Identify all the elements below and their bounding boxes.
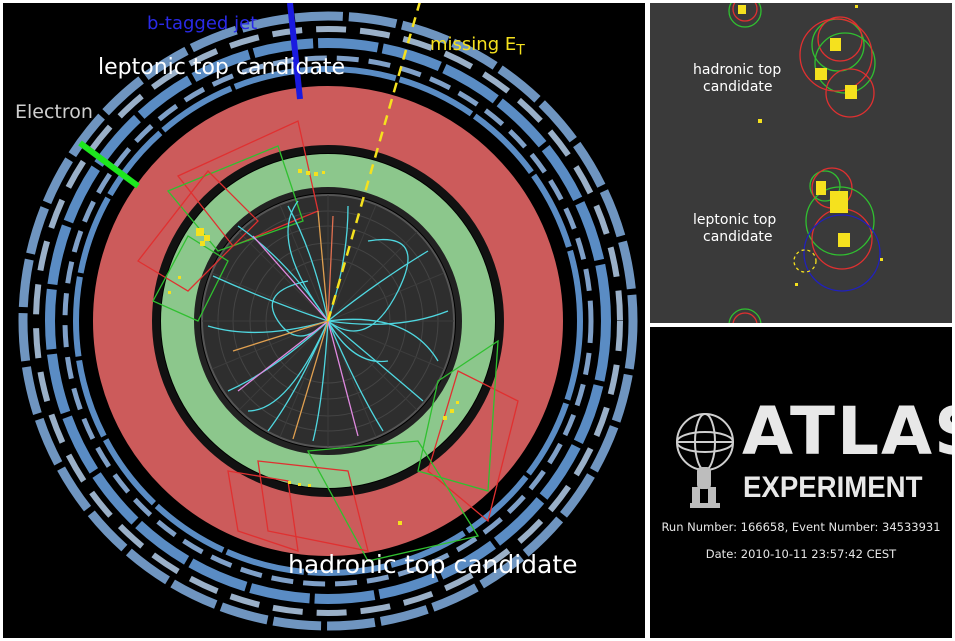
- atlas-title: ATLAS: [742, 393, 952, 470]
- hadronic-top-label: hadronic top candidate: [288, 550, 578, 579]
- detector-cross-section: [18, 3, 638, 631]
- missing-et-line: [326, 3, 421, 322]
- zoom-view: hadronic top candidate leptonic top cand…: [650, 3, 952, 323]
- zoom-hadronic-label-1: hadronic top: [693, 62, 782, 78]
- muon-chambers: [18, 11, 638, 631]
- em-calorimeter: [161, 154, 495, 488]
- zoom-hadronic-label-2: candidate: [703, 79, 773, 95]
- energy-deposits: [168, 169, 459, 525]
- tracks: [207, 200, 449, 442]
- electron-track: [78, 140, 140, 189]
- b-tagged-jet-label: b-tagged jet: [147, 13, 258, 34]
- missing-et-label: missing ET: [430, 36, 525, 58]
- run-info: Run Number: 166658, Event Number: 345339…: [661, 520, 941, 534]
- zoom-leptonic-label-2: candidate: [703, 229, 773, 245]
- zoom-leptonic-label-1: leptonic top: [693, 212, 777, 228]
- electron-label: Electron: [15, 101, 93, 123]
- missing-et-sub: T: [516, 42, 525, 59]
- leptonic-top-label: leptonic top candidate: [98, 55, 346, 80]
- atlas-logo-mark: [676, 413, 734, 508]
- event-date: Date: 2010-10-11 23:57:42 CEST: [705, 547, 897, 561]
- atlas-logo-panel: ATLAS EXPERIMENT Run Number: 166658, Eve…: [650, 327, 952, 638]
- b-jet-line: [287, 3, 303, 100]
- zoom-view-drawing: [728, 3, 883, 323]
- hadronic-calorimeter: [93, 86, 563, 556]
- event-display-main: b-tagged jet leptonic top candidate Elec…: [3, 3, 645, 638]
- atlas-figure: [690, 467, 720, 508]
- missing-et-text: missing E: [430, 34, 517, 55]
- atlas-subtitle: EXPERIMENT: [743, 471, 923, 504]
